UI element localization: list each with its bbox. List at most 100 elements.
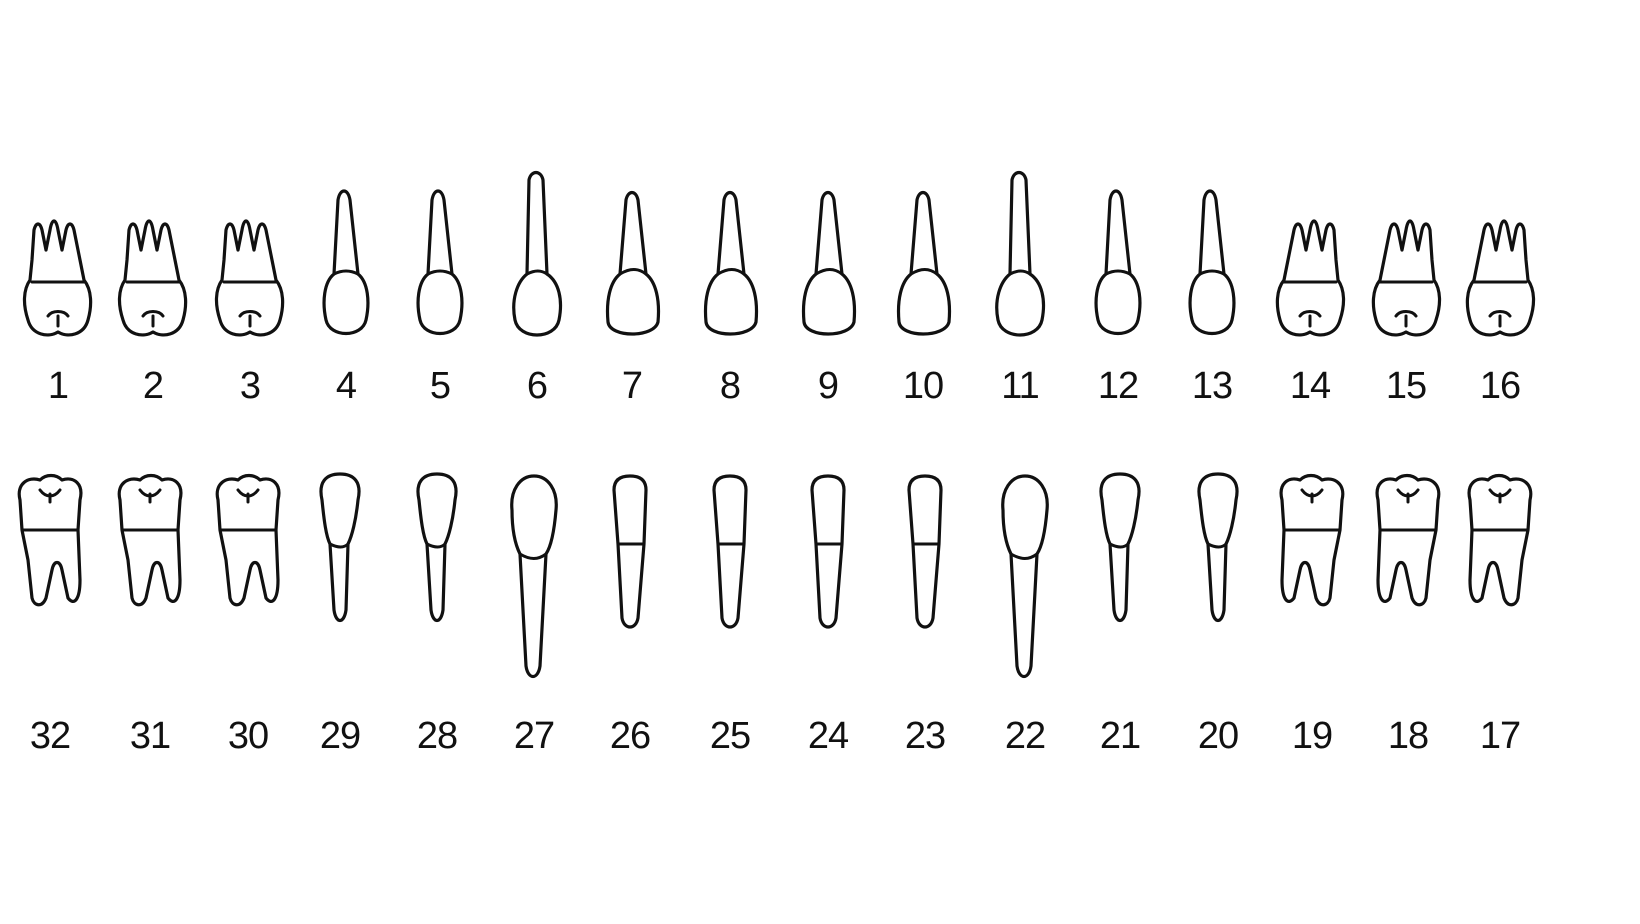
tooth-detail-line [1488, 310, 1512, 318]
tooth-31-molar-drawing [117, 473, 183, 607]
tooth-outline [801, 190, 857, 336]
tooth-outline [1465, 219, 1536, 337]
tooth-number-label: 24 [808, 715, 849, 757]
tooth-8-incisor-drawing [703, 190, 759, 336]
tooth-detail-line [1394, 310, 1418, 318]
tooth-outline [117, 219, 188, 337]
tooth-outline [512, 170, 563, 337]
tooth-detail-line [238, 310, 262, 318]
tooth-outline [995, 170, 1046, 337]
tooth-number-label: 9 [818, 365, 838, 407]
tooth-number-label: 26 [610, 715, 650, 757]
tooth-27-canine-drawing [510, 474, 558, 679]
tooth-number-label: 16 [1480, 365, 1520, 407]
tooth-detail-line [141, 310, 165, 318]
tooth-9-incisor-drawing [801, 190, 857, 336]
tooth-outline [605, 190, 661, 336]
tooth-number-label: 20 [1198, 715, 1238, 757]
tooth-outline [214, 219, 285, 337]
tooth-10-incisor-drawing [896, 190, 952, 336]
tooth-7-incisor-drawing [605, 190, 661, 336]
tooth-number-label: 11 [1001, 365, 1038, 407]
tooth-4-premolar-drawing [322, 189, 370, 335]
tooth-13-premolar-drawing [1188, 189, 1236, 335]
tooth-outline [612, 474, 648, 629]
tooth-outline [117, 473, 183, 607]
tooth-number-label: 19 [1292, 715, 1332, 757]
tooth-number-label: 25 [710, 715, 750, 757]
tooth-2-molar-drawing [117, 219, 188, 337]
tooth-number-label: 17 [1480, 715, 1520, 757]
tooth-number-label: 1 [48, 365, 68, 407]
tooth-25-incisor-drawing [712, 474, 748, 629]
tooth-11-canine-drawing [995, 170, 1046, 337]
tooth-detail-line [1206, 542, 1228, 549]
tooth-17-molar-drawing [1467, 473, 1533, 607]
tooth-detail-line [1298, 310, 1322, 318]
tooth-number-label: 10 [903, 365, 943, 407]
tooth-number-label: 31 [130, 715, 170, 757]
tooth-outline [1188, 189, 1236, 335]
lower-teeth-row: 32 31 30 29 28 27 26 25 24 23 22 21 20 19 18 17 [17, 472, 1533, 757]
tooth-19-molar-drawing [1279, 473, 1345, 607]
tooth-number-label: 28 [417, 715, 457, 757]
tooth-outline [907, 474, 943, 629]
tooth-number-label: 30 [228, 715, 268, 757]
tooth-outline [416, 189, 464, 335]
tooth-outline [1001, 474, 1049, 679]
tooth-20-premolar-drawing [1197, 472, 1239, 623]
tooth-detail-line [1104, 269, 1132, 276]
tooth-detail-line [332, 269, 360, 276]
tooth-14-molar-drawing [1275, 219, 1346, 337]
upper-teeth-row: 1 2 3 4 5 6 7 8 9 10 11 12 13 14 15 16 [22, 170, 1536, 407]
tooth-number-label: 15 [1386, 365, 1426, 407]
tooth-outline [1275, 219, 1346, 337]
tooth-detail-line [46, 310, 70, 318]
tooth-15-molar-drawing [1371, 219, 1442, 337]
tooth-29-premolar-drawing [319, 472, 361, 623]
tooth-1-molar-drawing [22, 219, 93, 337]
tooth-number-label: 2 [143, 365, 163, 407]
tooth-number-label: 8 [720, 365, 740, 407]
tooth-number-label: 27 [514, 715, 554, 757]
tooth-detail-line [518, 552, 548, 560]
tooth-21-premolar-drawing [1099, 472, 1141, 623]
tooth-outline [1094, 189, 1142, 335]
tooth-detail-line [525, 269, 549, 276]
tooth-detail-line [618, 268, 648, 276]
tooth-number-label: 7 [622, 365, 642, 407]
tooth-outline [17, 473, 83, 607]
tooth-22-canine-drawing [1001, 474, 1049, 679]
tooth-number-label: 3 [240, 365, 260, 407]
tooth-28-premolar-drawing [416, 472, 458, 623]
tooth-number-label: 6 [527, 365, 547, 407]
tooth-number-label: 22 [1005, 715, 1045, 757]
tooth-3-molar-drawing [214, 219, 285, 337]
tooth-number-label: 5 [430, 365, 450, 407]
tooth-detail-line [1198, 269, 1226, 276]
tooth-outline [510, 474, 558, 679]
tooth-number-label: 23 [905, 715, 945, 757]
tooth-5-premolar-drawing [416, 189, 464, 335]
tooth-26-incisor-drawing [612, 474, 648, 629]
tooth-outline [703, 190, 759, 336]
tooth-detail-line [909, 268, 939, 276]
tooth-number-label: 29 [320, 715, 360, 757]
tooth-detail-line [1009, 552, 1039, 560]
tooth-detail-line [426, 269, 454, 276]
tooth-number-label: 14 [1290, 365, 1331, 407]
tooth-detail-line [328, 542, 350, 549]
tooth-detail-line [1108, 542, 1130, 549]
tooth-outline [1467, 473, 1533, 607]
tooth-outline [712, 474, 748, 629]
tooth-number-label: 21 [1100, 715, 1140, 757]
tooth-outline [215, 473, 281, 607]
tooth-outline [1375, 473, 1441, 607]
tooth-outline [1371, 219, 1442, 337]
tooth-30-molar-drawing [215, 473, 281, 607]
tooth-number-label: 18 [1388, 715, 1428, 757]
tooth-number-label: 13 [1192, 365, 1232, 407]
tooth-23-incisor-drawing [907, 474, 943, 629]
tooth-outline [896, 190, 952, 336]
